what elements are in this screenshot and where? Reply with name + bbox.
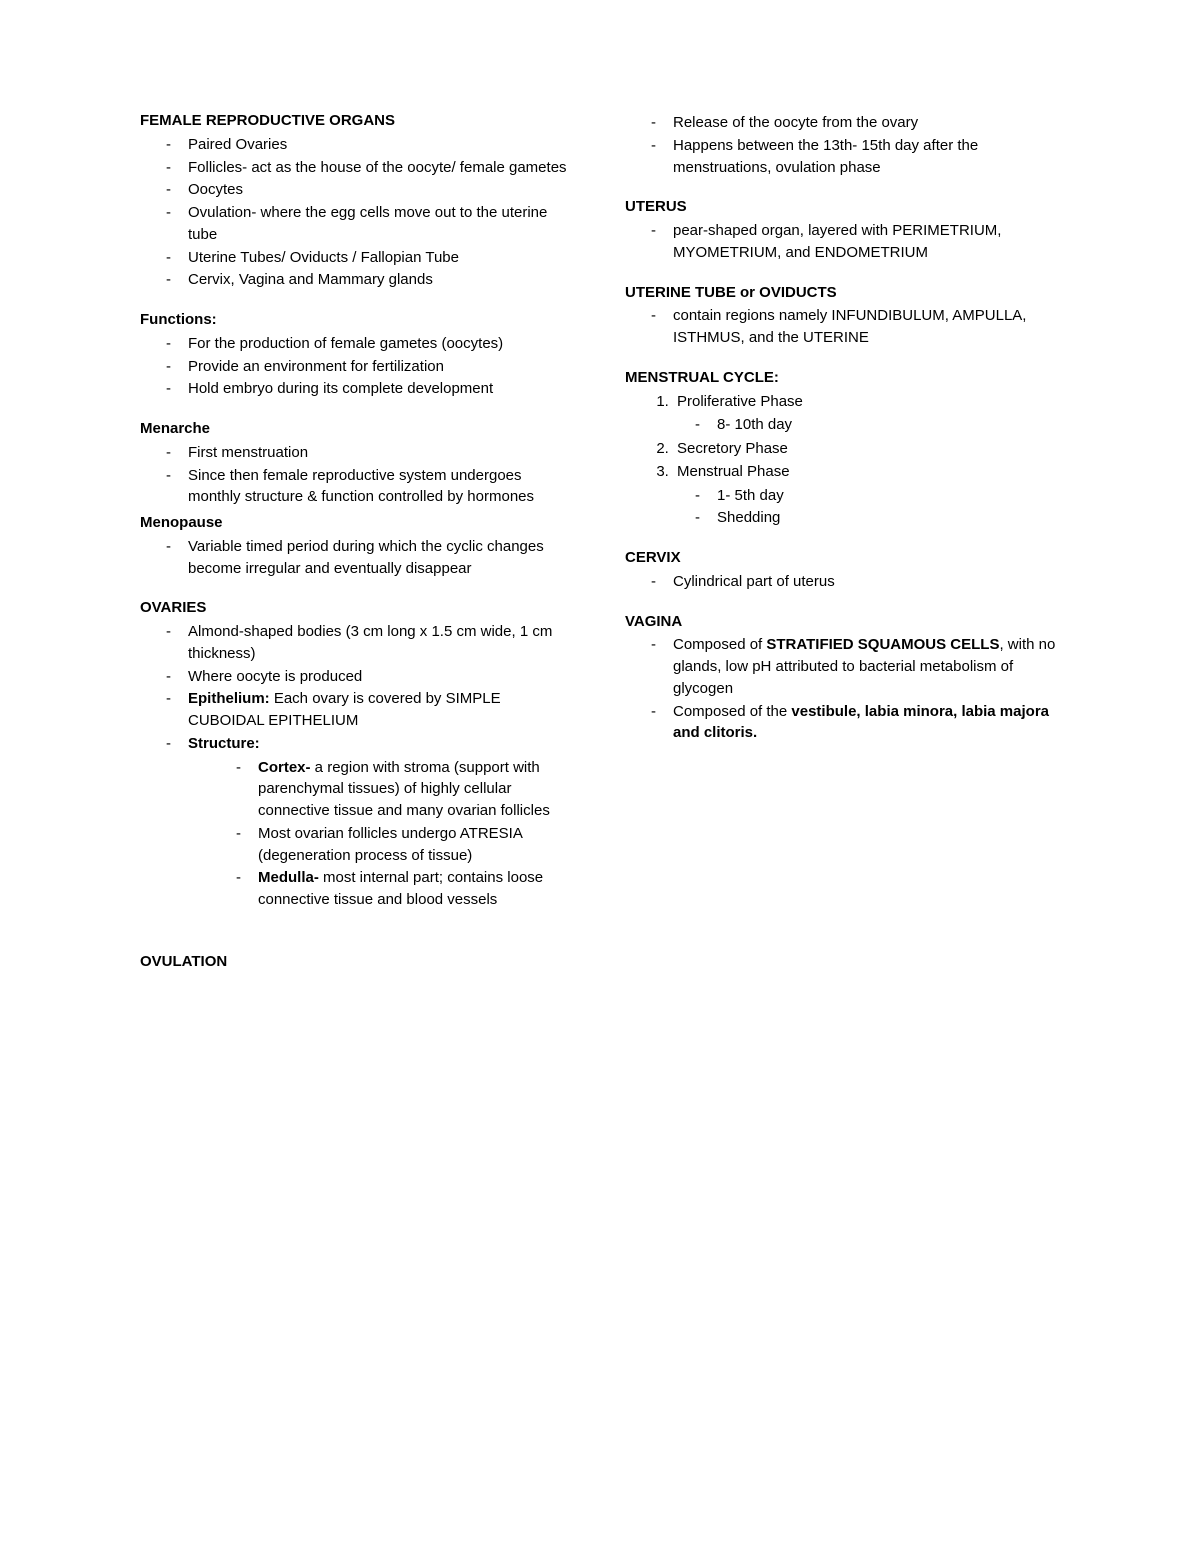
list-item: Medulla- most internal part; contains lo… — [258, 867, 575, 911]
list-ovaries: Almond-shaped bodies (3 cm long x 1.5 cm… — [140, 621, 575, 911]
text: Composed of the — [673, 703, 791, 720]
list-item: Cylindrical part of uterus — [673, 571, 1060, 593]
bold-text: STRATIFIED SQUAMOUS CELLS — [766, 636, 999, 653]
list-item: First menstruation — [188, 442, 575, 464]
document-page: FEMALE REPRODUCTIVE ORGANS Paired Ovarie… — [140, 110, 1060, 975]
list-item: Provide an environment for fertilization — [188, 356, 575, 378]
list-item: Secretory Phase — [673, 438, 1060, 460]
list-uterus: pear-shaped organ, layered with PERIMETR… — [625, 220, 1060, 264]
heading-functions: Functions: — [140, 309, 575, 331]
heading-organs: FEMALE REPRODUCTIVE ORGANS — [140, 110, 575, 132]
phase-label: Menstrual Phase — [677, 463, 790, 480]
list-item: Shedding — [717, 507, 1060, 529]
heading-cervix: CERVIX — [625, 547, 1060, 569]
list-item: Structure: Cortex- a region with stroma … — [188, 733, 575, 911]
list-item: Ovulation- where the egg cells move out … — [188, 202, 575, 246]
list-item: Variable timed period during which the c… — [188, 536, 575, 580]
list-item: 8- 10th day — [717, 414, 1060, 436]
list-menstrual: Proliferative Phase 8- 10th day Secretor… — [625, 391, 1060, 530]
label-cortex: Cortex- — [258, 759, 311, 776]
sublist: 1- 5th day Shedding — [677, 485, 1060, 530]
list-item: Menstrual Phase 1- 5th day Shedding — [673, 461, 1060, 529]
heading-vagina: VAGINA — [625, 611, 1060, 633]
list-item: Paired Ovaries — [188, 134, 575, 156]
list-item: Most ovarian follicles undergo ATRESIA (… — [258, 823, 575, 867]
label-structure: Structure: — [188, 735, 260, 752]
heading-menopause: Menopause — [140, 512, 575, 534]
list-menarche: First menstruation Since then female rep… — [140, 442, 575, 508]
heading-ovulation: OVULATION — [140, 951, 575, 973]
list-item: Composed of STRATIFIED SQUAMOUS CELLS, w… — [673, 634, 1060, 699]
list-organs: Paired Ovaries Follicles- act as the hou… — [140, 134, 575, 291]
list-ovulation: Release of the oocyte from the ovary Hap… — [625, 112, 1060, 178]
sublist: 8- 10th day — [677, 414, 1060, 436]
heading-menstrual: MENSTRUAL CYCLE: — [625, 367, 1060, 389]
label-medulla: Medulla- — [258, 869, 319, 886]
list-item: Epithelium: Each ovary is covered by SIM… — [188, 688, 575, 732]
phase-label: Proliferative Phase — [677, 393, 803, 410]
list-item: Hold embryo during its complete developm… — [188, 378, 575, 400]
list-item: Oocytes — [188, 179, 575, 201]
list-item: Proliferative Phase 8- 10th day — [673, 391, 1060, 437]
heading-tube: UTERINE TUBE or OVIDUCTS — [625, 282, 1060, 304]
list-item: Cortex- a region with stroma (support wi… — [258, 757, 575, 822]
list-item: Where oocyte is produced — [188, 666, 575, 688]
list-item: pear-shaped organ, layered with PERIMETR… — [673, 220, 1060, 264]
list-cervix: Cylindrical part of uterus — [625, 571, 1060, 593]
heading-ovaries: OVARIES — [140, 597, 575, 619]
list-item: For the production of female gametes (oo… — [188, 333, 575, 355]
heading-uterus: UTERUS — [625, 196, 1060, 218]
list-functions: For the production of female gametes (oo… — [140, 333, 575, 400]
list-menopause: Variable timed period during which the c… — [140, 536, 575, 580]
list-item: Release of the oocyte from the ovary — [673, 112, 1060, 134]
list-item: Follicles- act as the house of the oocyt… — [188, 157, 575, 179]
left-column: FEMALE REPRODUCTIVE ORGANS Paired Ovarie… — [140, 110, 575, 975]
heading-menarche: Menarche — [140, 418, 575, 440]
list-item: Happens between the 13th- 15th day after… — [673, 135, 1060, 179]
list-item: 1- 5th day — [717, 485, 1060, 507]
list-item: Composed of the vestibule, labia minora,… — [673, 701, 1060, 745]
list-vagina: Composed of STRATIFIED SQUAMOUS CELLS, w… — [625, 634, 1060, 744]
label-epithelium: Epithelium: — [188, 690, 270, 707]
list-item: Almond-shaped bodies (3 cm long x 1.5 cm… — [188, 621, 575, 665]
list-structure: Cortex- a region with stroma (support wi… — [188, 757, 575, 911]
list-tube: contain regions namely INFUNDIBULUM, AMP… — [625, 305, 1060, 349]
right-column: Release of the oocyte from the ovary Hap… — [625, 110, 1060, 975]
list-item: Uterine Tubes/ Oviducts / Fallopian Tube — [188, 247, 575, 269]
list-item: Since then female reproductive system un… — [188, 465, 575, 509]
list-item: Cervix, Vagina and Mammary glands — [188, 269, 575, 291]
list-item: contain regions namely INFUNDIBULUM, AMP… — [673, 305, 1060, 349]
text: Composed of — [673, 636, 766, 653]
